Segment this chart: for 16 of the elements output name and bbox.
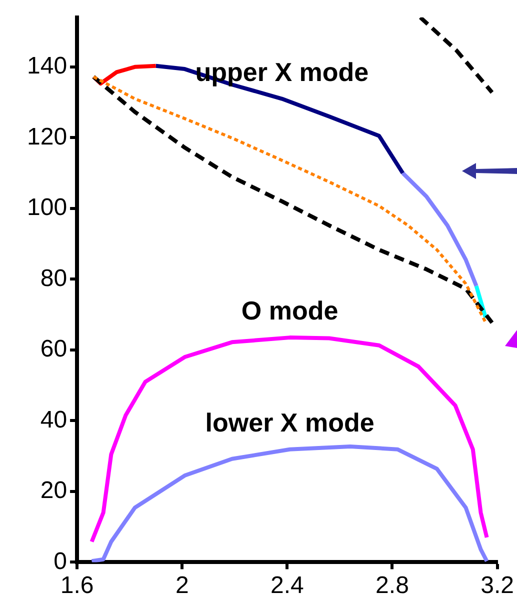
series-label: lower X mode	[205, 408, 374, 438]
y-tick-label: 120	[26, 123, 68, 150]
x-tick-label: 2.8	[376, 572, 409, 600]
y-tick-label: 20	[40, 477, 68, 504]
series-label: upper X mode	[195, 56, 369, 87]
y-tick-label: 100	[26, 194, 68, 222]
x-tick-label: 2	[175, 572, 189, 600]
y-tick-label: 40	[40, 406, 68, 434]
y-tick-label: 0	[54, 548, 68, 575]
x-tick-label: 1.6	[60, 572, 94, 600]
y-tick-label: 140	[26, 52, 68, 80]
x-tick-label: 3.2	[480, 572, 514, 600]
x-tick-label: 2.4	[270, 572, 304, 600]
y-tick-label: 60	[40, 336, 68, 363]
y-tick-label: 80	[40, 264, 68, 292]
series-label: O mode	[241, 296, 338, 326]
